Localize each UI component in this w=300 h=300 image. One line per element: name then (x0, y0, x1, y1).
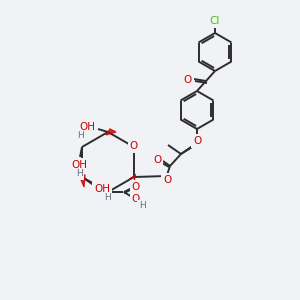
Text: O: O (153, 155, 161, 165)
Text: O: O (132, 182, 140, 192)
Text: H: H (139, 202, 145, 211)
Text: H: H (76, 169, 82, 178)
Text: O: O (132, 194, 140, 204)
Text: OH: OH (71, 160, 87, 170)
Text: H: H (78, 131, 84, 140)
Text: OH: OH (94, 184, 110, 194)
Text: O: O (184, 75, 192, 85)
Text: Cl: Cl (210, 16, 220, 26)
Polygon shape (106, 129, 116, 135)
Text: O: O (163, 175, 171, 185)
Text: O: O (130, 141, 138, 151)
Text: OH: OH (79, 122, 95, 132)
Polygon shape (79, 175, 85, 187)
Text: H: H (103, 194, 110, 202)
Text: O: O (193, 136, 201, 146)
